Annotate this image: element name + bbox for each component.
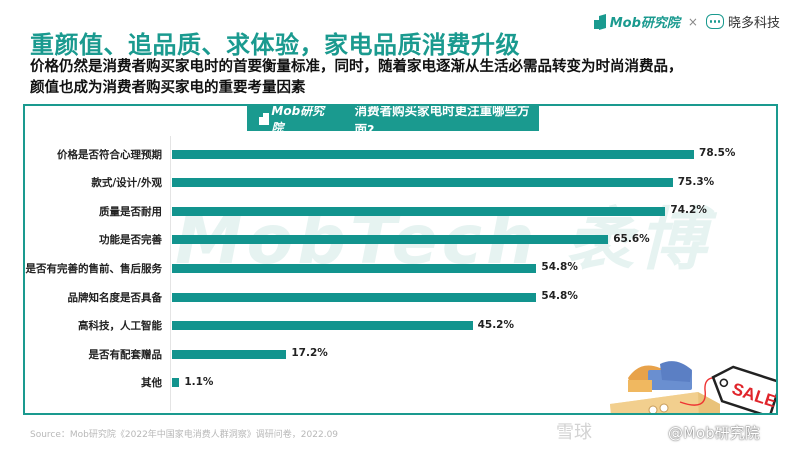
author-handle: @Mob研究院 <box>668 424 760 442</box>
bar <box>172 149 695 159</box>
mob-logo-text: Mob研究院 <box>609 16 680 31</box>
bar-value-label: 54.8% <box>541 290 578 302</box>
source-note: Source：Mob研究院《2022年中国家电消费人群洞察》调研问卷，2022.… <box>30 430 339 440</box>
bar <box>172 263 537 273</box>
bar <box>172 206 666 216</box>
bar-label: 价格是否符合心理预期 <box>57 148 162 161</box>
chart-title: 消费者购买家电时更注重哪些方面? <box>354 104 530 137</box>
bar-row: 价格是否符合心理预期 <box>25 144 170 164</box>
washing-machine-illustration: SALE clean <box>610 361 776 413</box>
bar-value-label: 17.2% <box>291 347 328 360</box>
bar-label: 是否有完善的售前、售后服务 <box>25 262 163 275</box>
bar-row: 是否有配套赠品 <box>25 344 170 364</box>
bar <box>172 292 537 302</box>
bar <box>172 349 287 359</box>
bar-label: 其他 <box>141 377 162 390</box>
chart-header-logo: Mob研究院 <box>259 104 333 136</box>
mob-building-icon <box>259 112 270 125</box>
chart-header: Mob研究院 消费者购买家电时更注重哪些方面? <box>247 106 539 137</box>
bar-row: 高科技，人工智能 <box>25 316 170 336</box>
bar-value-label: 54.8% <box>541 261 578 274</box>
bar-value-label: 78.5% <box>699 147 736 159</box>
partner-logo: 晓多科技 <box>705 12 780 31</box>
bar <box>172 178 673 188</box>
mob-building-icon <box>593 15 607 29</box>
bar-label: 质量是否耐用 <box>99 205 162 218</box>
bar-label: 款式/设计/外观 <box>91 177 162 190</box>
bar-value-label: 45.2% <box>477 318 515 331</box>
chat-bubble-icon <box>705 14 724 29</box>
page-title: 重颜值、追品质、求体验，家电品质消费升级 <box>30 31 520 59</box>
header-logos: Mob研究院 × 晓多科技 <box>593 12 780 31</box>
bar <box>172 321 473 331</box>
bar-row: 质量是否耐用 <box>25 201 170 221</box>
collab-times: × <box>687 14 698 29</box>
bar-label: 高科技，人工智能 <box>78 320 162 333</box>
bar-value-label: 65.6% <box>613 232 650 245</box>
bar-value-label: 75.3% <box>677 175 715 188</box>
bar <box>172 235 609 245</box>
page-subtitle: 价格仍然是消费者购买家电时的首要衡量标准，同时，随着家电逐渐从生活必需品转变为时… <box>30 57 790 99</box>
bar-value-label: 1.1% <box>184 375 214 388</box>
chart-header-logo-text: Mob研究院 <box>271 104 325 135</box>
bar-row: 款式/设计/外观 <box>25 173 170 193</box>
bar-row: 是否有完善的售前、售后服务 <box>25 258 170 278</box>
bar-label: 是否有配套赠品 <box>88 348 163 361</box>
bar-value-label: 74.2% <box>670 204 707 217</box>
bar-row: 其他 <box>25 373 170 393</box>
platform-watermark: 雪球 <box>556 422 592 443</box>
bar-row: 功能是否完善 <box>25 230 170 250</box>
bar-label: 功能是否完善 <box>99 234 162 247</box>
bar <box>172 378 180 388</box>
subtitle-line-2: 颜值也成为消费者购买家电的重要考量因素 <box>30 80 306 96</box>
bar-row: 品牌知名度是否具备 <box>25 287 170 307</box>
partner-logo-text: 晓多科技 <box>727 16 780 31</box>
mob-logo: Mob研究院 <box>593 12 680 31</box>
subtitle-line-1: 价格仍然是消费者购买家电时的首要衡量标准，同时，随着家电逐渐从生活必需品转变为时… <box>30 59 683 75</box>
bar-label: 品牌知名度是否具备 <box>67 291 163 304</box>
chart-panel: MobTech 袤博 Mob研究院 消费者购买家电时更注重哪些方面? 价格是否符… <box>23 104 778 415</box>
y-axis-line <box>170 136 171 411</box>
